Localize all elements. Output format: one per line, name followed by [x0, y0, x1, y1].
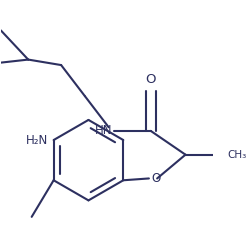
Text: O: O — [152, 172, 161, 185]
Text: CH₃: CH₃ — [228, 150, 246, 160]
Text: H₂N: H₂N — [26, 133, 48, 147]
Text: HN: HN — [95, 124, 112, 137]
Text: O: O — [145, 73, 156, 86]
